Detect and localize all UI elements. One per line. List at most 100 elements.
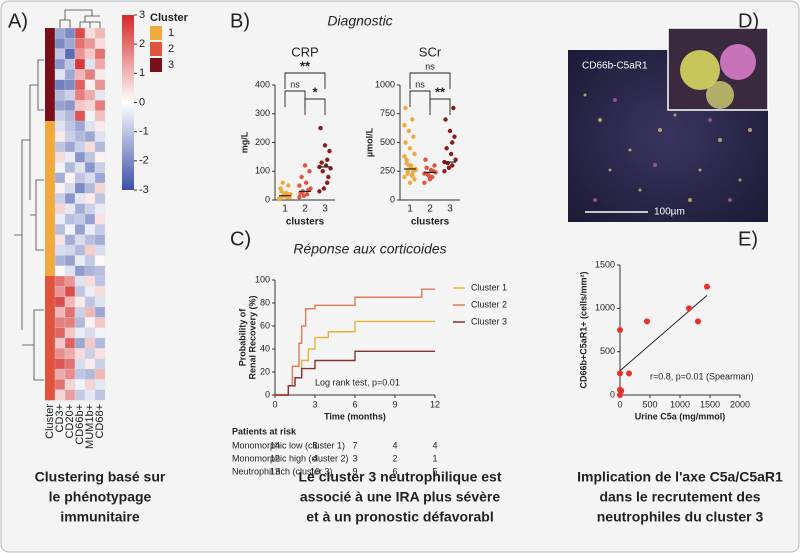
- x-tick-label: 1000: [670, 399, 690, 409]
- point: [302, 163, 308, 168]
- cluster-cell: [45, 214, 55, 225]
- point: [427, 177, 433, 182]
- heat-cell: [54, 327, 66, 339]
- cluster-cell: [45, 38, 55, 49]
- point: [412, 177, 417, 182]
- heat-cell: [84, 193, 96, 205]
- cluster-cell: [45, 59, 55, 70]
- heat-cell: [94, 193, 106, 205]
- point: [402, 154, 407, 159]
- row-dendrogram: [14, 59, 44, 381]
- risk-count: 4: [392, 440, 397, 450]
- heat-cell: [74, 182, 86, 194]
- cluster-cell: [45, 276, 55, 287]
- heat-cell: [94, 286, 106, 298]
- heat-cell: [64, 379, 76, 391]
- point: [402, 174, 407, 180]
- y-tick-label: 100: [255, 166, 270, 176]
- heat-cell: [74, 79, 86, 91]
- heat-cell: [84, 275, 96, 287]
- column-label: CD20+: [64, 404, 76, 439]
- heat-cell: [94, 172, 106, 184]
- panel-label: B): [230, 10, 250, 32]
- point: [297, 183, 302, 188]
- heat-cell: [54, 182, 66, 194]
- heat-cell: [84, 337, 96, 349]
- heat-cell: [54, 337, 66, 349]
- cluster-cell: [45, 317, 55, 328]
- heat-cell: [84, 348, 96, 360]
- km-curve: [275, 350, 435, 396]
- heat-cell: [84, 389, 96, 401]
- y-tick-label: 1000: [375, 79, 395, 89]
- cluster-cell: [45, 286, 55, 297]
- risk-title: Patients at risk: [232, 426, 297, 436]
- heat-cell: [84, 255, 96, 267]
- heat-cell: [94, 255, 106, 267]
- panel-label: C): [230, 228, 251, 250]
- point: [450, 140, 455, 145]
- point: [319, 160, 324, 165]
- heat-cell: [74, 337, 86, 349]
- heat-cell: [64, 348, 76, 360]
- significance: ns: [415, 79, 425, 89]
- heat-cell: [84, 368, 96, 380]
- heat-cell: [54, 79, 66, 91]
- point: [432, 163, 437, 168]
- point: [448, 151, 454, 157]
- heat-cell: [64, 265, 76, 277]
- column-label: MUM1b+: [84, 404, 96, 449]
- caption: associé à une IRA plus sévère: [300, 489, 500, 505]
- heat-cell: [64, 244, 76, 256]
- annotation: r=0.8, p=0.01 (Spearman): [650, 371, 754, 381]
- heat-cell: [54, 358, 66, 370]
- heat-cell: [54, 141, 66, 153]
- point: [424, 165, 429, 170]
- heat-cell: [84, 27, 96, 39]
- x-tick-label: 500: [642, 399, 657, 409]
- heat-cell: [94, 306, 106, 318]
- heat-cell: [84, 120, 96, 132]
- heat-cell: [54, 89, 66, 101]
- heat-cell: [74, 141, 86, 153]
- heat-cell: [74, 193, 86, 205]
- heat-cell: [94, 368, 106, 380]
- heat-cell: [64, 368, 76, 380]
- heat-cell: [64, 162, 76, 174]
- heat-cell: [94, 141, 106, 153]
- y-tick-label: 20: [260, 366, 270, 376]
- y-tick-label: 750: [380, 108, 395, 118]
- heat-cell: [64, 151, 76, 163]
- point: [411, 169, 416, 174]
- heat-cell: [64, 131, 76, 143]
- heat-cell: [94, 213, 106, 225]
- heat-cell: [64, 389, 76, 401]
- heat-cell: [64, 306, 76, 318]
- heat-cell: [74, 48, 86, 60]
- heat-cell: [54, 48, 66, 60]
- heat-cell: [84, 296, 96, 308]
- heat-cell: [54, 265, 66, 277]
- heat-cell: [74, 389, 86, 401]
- point: [410, 117, 415, 122]
- panel-label: E): [738, 228, 758, 250]
- point: [450, 163, 455, 168]
- colorbar-label: 1: [139, 67, 145, 79]
- legend-swatch: [150, 58, 162, 72]
- y-tick-label: 0: [265, 194, 270, 204]
- colorbar-label: 2: [139, 38, 145, 50]
- heat-cell: [64, 27, 76, 39]
- heat-cell: [94, 327, 106, 339]
- heat-cell: [54, 348, 66, 360]
- heat-cell: [54, 58, 66, 70]
- heat-cell: [74, 58, 86, 70]
- heat-cell: [64, 224, 76, 236]
- cluster-cell: [45, 28, 55, 39]
- heat-cell: [64, 337, 76, 349]
- heat-cell: [74, 255, 86, 267]
- heat-cell: [84, 317, 96, 329]
- heat-cell: [74, 306, 86, 318]
- point: [422, 180, 427, 185]
- heat-cell: [94, 38, 106, 50]
